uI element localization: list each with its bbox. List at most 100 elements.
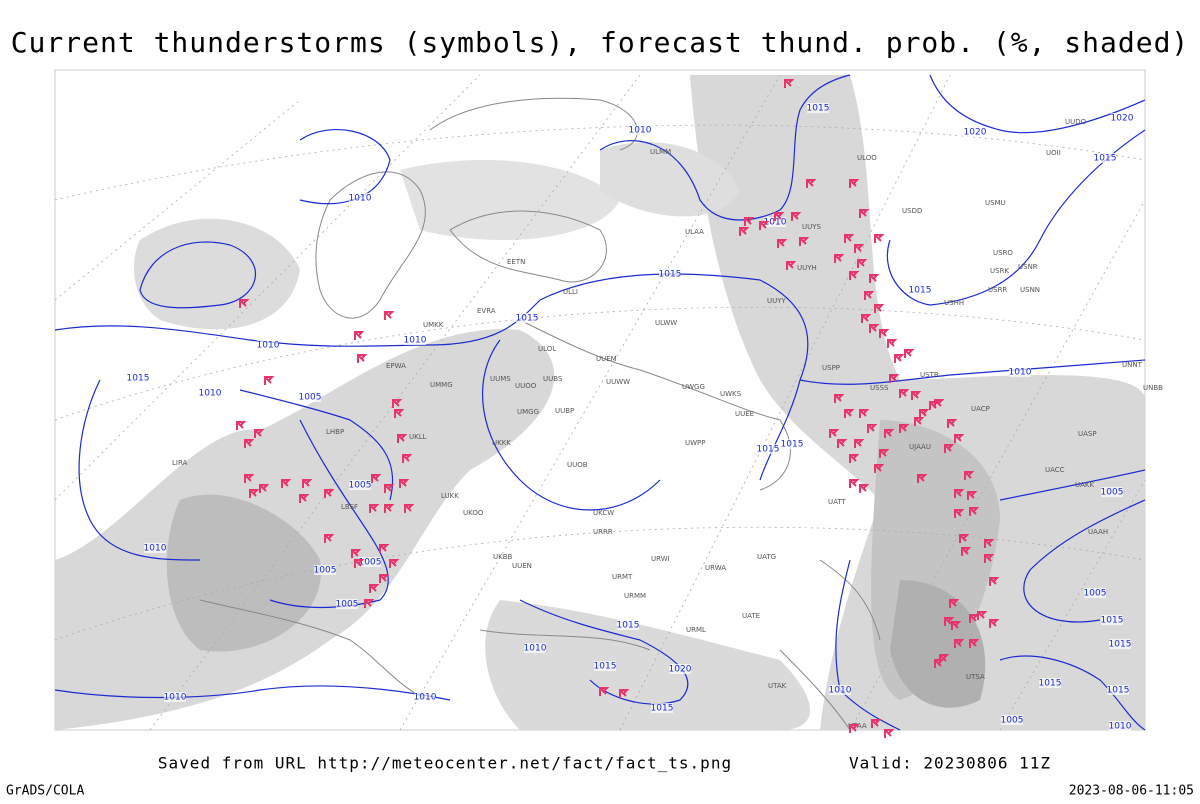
isobar-label-bg [651,703,673,713]
isobar-label-bg [594,661,616,671]
isobar-label-bg [257,340,279,350]
isobar-label: 1005 [359,558,382,568]
thunderstorm-symbol [394,409,405,418]
station-label: UUYH [797,264,817,272]
isobar-label: 1010 [349,194,372,204]
station-label: LUKK [441,492,459,500]
station-label: UUWW [606,378,630,386]
station-label: USNN [1020,286,1040,294]
isobar-label: 1010 [414,693,437,703]
thunderstorm-symbol [911,391,922,400]
isobar-label-bg [757,444,779,454]
station-label: UTAA [848,722,867,730]
isobar-label: 1015 [807,104,830,114]
isobar-label: 1015 [757,445,780,455]
thunderstorm-symbol [844,234,855,243]
thunderstorm-symbol [264,376,275,385]
thunderstorm-symbol [904,349,915,358]
isobar-label-bg [1109,721,1131,731]
isobar-label-bg [1084,588,1106,598]
isobar-label: 1010 [764,218,787,228]
station-label: UKBB [493,553,513,561]
station-label: UWKS [720,390,742,398]
thunderstorm-symbol [834,394,845,403]
thunderstorm-symbol [849,271,860,280]
thunderstorm-symbol [299,494,310,503]
isobar-label: 1005 [1101,488,1124,498]
thunderstorm-symbol [969,507,980,516]
station-label: USHH [944,299,964,307]
station-label: UKLL [409,433,427,441]
thunderstorm-symbol [899,424,910,433]
thunderstorm-symbol [874,464,885,473]
station-label: USTR [920,371,939,379]
thunderstorm-symbol [371,474,382,483]
station-label: UATT [828,498,847,506]
station-label: UNBB [1143,384,1163,392]
isobar-label: 1010 [1009,368,1032,378]
isobar-label-bg [807,103,829,113]
thunderstorm-symbol [917,474,928,483]
thunderstorm-symbol [244,439,255,448]
isobar-label: 1010 [144,544,167,554]
thunderstorm-symbol [899,389,910,398]
thunderstorm-symbol [784,79,795,88]
thunderstorm-symbol [239,299,250,308]
station-label: UAAH [1088,528,1108,536]
thunderstorm-symbol [351,549,362,558]
station-label: LHBP [326,428,344,436]
station-label: ULOO [857,154,877,162]
thunderstorm-symbol [964,471,975,480]
station-label: UKKK [492,439,511,447]
thunderstorm-symbol [384,504,395,513]
thunderstorm-symbol [324,534,335,543]
thunderstorm-symbol [302,479,313,488]
station-label: ULOL [538,345,556,353]
station-label: URML [686,626,706,634]
station-label: UKOO [463,509,484,517]
station-label: URWA [705,564,726,572]
thunderstorm-symbol [379,544,390,553]
thunderstorm-symbol [871,719,882,728]
isobar-label: 1020 [1111,114,1134,124]
source-url: Saved from URL http://meteocenter.net/fa… [158,754,732,773]
thunderstorm-symbol [774,212,785,221]
thunderstorm-symbol [857,259,868,268]
isobar-label: 1010 [257,341,280,351]
station-label: EVRA [477,307,496,315]
station-label: UWPP [685,439,706,447]
isobar-label: 1015 [781,440,804,450]
thunderstorm-symbol [954,434,965,443]
isobar-label: 1010 [404,336,427,346]
isobar-label: 1005 [336,600,359,610]
thunderstorm-symbol [919,409,930,418]
thunderstorm-symbol [384,484,395,493]
isobar-label: 1015 [594,662,617,672]
isobar-label-bg [964,127,986,137]
thunderstorm-symbol [894,354,905,363]
station-label: URMT [612,573,633,581]
thunderstorm-symbol [854,244,865,253]
isobar-label: 1010 [829,686,852,696]
station-label: UUEN [512,562,532,570]
isobar-label: 1010 [524,644,547,654]
thunderstorm-symbol [887,339,898,348]
station-label: USMU [985,199,1006,207]
thunderstorm-symbol [599,687,610,696]
station-label: UUEE [735,410,754,418]
station-label: UUBP [555,407,574,415]
thunderstorm-symbol [849,454,860,463]
thunderstorm-symbol [954,489,965,498]
isobar-label: 1015 [651,704,674,714]
isobar-label-bg [127,373,149,383]
isobar-label: 1010 [1109,722,1132,732]
map-title: Current thunderstorms (symbols), forecas… [11,26,1190,59]
thunderstorm-symbol [989,577,1000,586]
timestamp: 2023-08-06-11:05 [1069,784,1194,799]
isobar-label-bg [659,269,681,279]
thunderstorm-symbol [364,599,375,608]
thunderstorm-symbol [934,659,945,668]
isobar-label-bg [1101,487,1123,497]
station-label: UKCW [593,509,614,517]
